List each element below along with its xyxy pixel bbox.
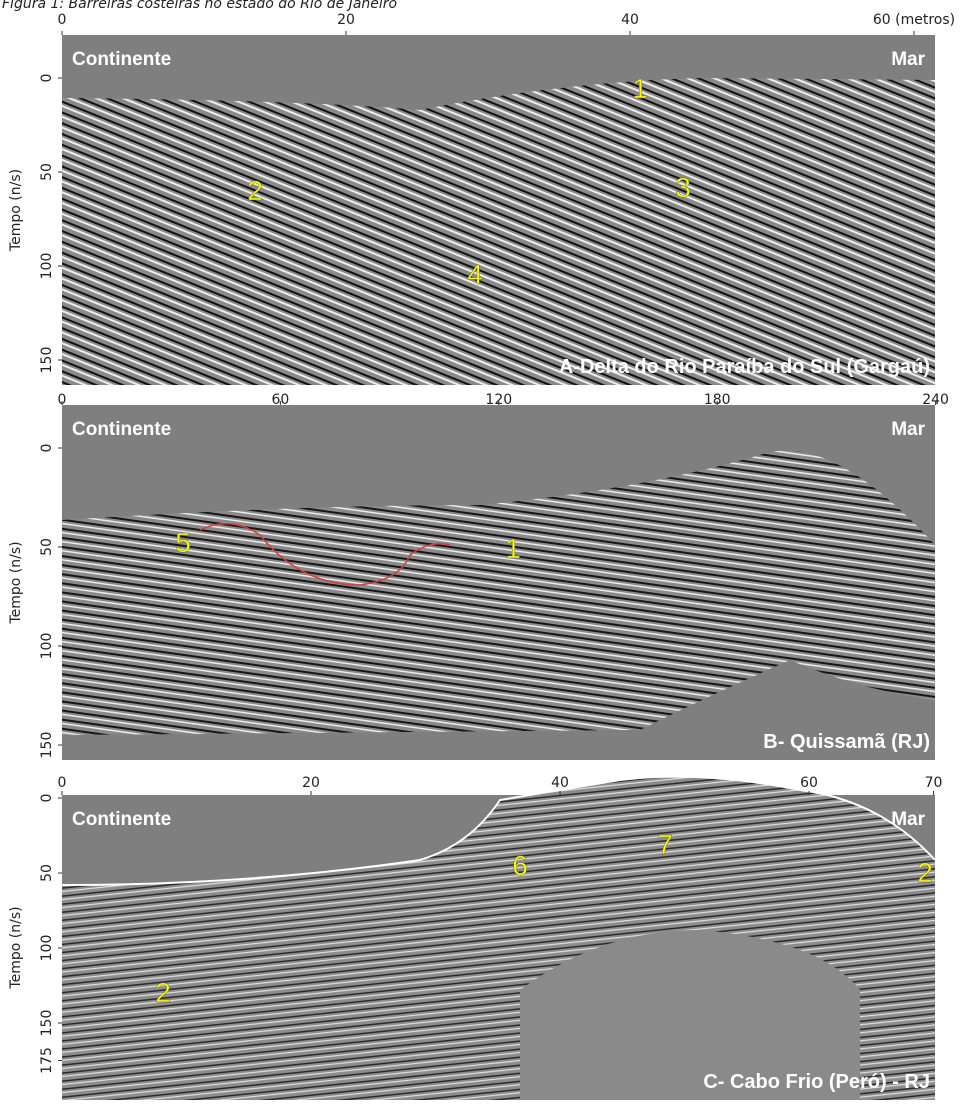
panel-title: B- Quissamã (RJ) <box>763 731 930 753</box>
y-tick-label: 0 <box>39 794 55 803</box>
marker-label: 2 <box>247 175 263 206</box>
x-tick-label: 0 <box>58 775 67 791</box>
marker-label: 3 <box>675 172 691 203</box>
marker-label: 5 <box>175 527 191 558</box>
panel-right-label: Mar <box>891 809 925 830</box>
x-tick-label: 20 <box>337 12 355 28</box>
panel-left-label: Continente <box>72 809 171 830</box>
y-axis-label: Tempo (n/s) <box>8 906 24 989</box>
y-tick-label: 50 <box>39 864 55 882</box>
marker-label: 2 <box>155 977 171 1008</box>
x-tick-label: 120 <box>485 392 512 408</box>
radargram-a <box>62 35 935 385</box>
marker-label: 1 <box>632 73 648 104</box>
x-tick-label: 60 <box>271 392 289 408</box>
y-tick-label: 150 <box>39 1010 55 1037</box>
x-tick-label: 0 <box>58 12 67 28</box>
x-tick-label: 60 (metros) <box>873 12 955 28</box>
x-tick-label: 70 <box>925 775 943 791</box>
panel-title: A-Delta do Rio Paraíba do Sul (Gargaú) <box>559 356 930 378</box>
x-tick-label: 40 <box>551 775 569 791</box>
x-tick-label: 60 <box>800 775 818 791</box>
marker-label: 2 <box>917 857 933 888</box>
marker-label: 1 <box>505 533 521 564</box>
y-tick-label: 150 <box>39 732 55 759</box>
y-tick-label: 175 <box>39 1047 55 1074</box>
panel-right-label: Mar <box>891 49 925 70</box>
marker-label: 7 <box>657 829 673 860</box>
radargram-c <box>61 775 936 1100</box>
marker-label: 4 <box>467 259 483 290</box>
panel-right-label: Mar <box>891 419 925 440</box>
y-tick-label: 100 <box>39 633 55 660</box>
marker-label: 6 <box>512 850 528 881</box>
x-tick-label: 180 <box>704 392 731 408</box>
y-tick-label: 150 <box>39 347 55 374</box>
x-tick-label: 20 <box>302 775 320 791</box>
panel-left-label: Continente <box>72 49 171 70</box>
y-tick-label: 0 <box>39 74 55 83</box>
x-tick-label: 40 <box>621 12 639 28</box>
y-tick-label: 50 <box>39 538 55 556</box>
caption: Figura 1: Barreiras costeiras no estado … <box>2 0 397 12</box>
panel-left-label: Continente <box>72 419 171 440</box>
y-axis-label: Tempo (n/s) <box>8 541 24 624</box>
y-tick-label: 100 <box>39 935 55 962</box>
panel-title: C- Cabo Frio (Peró) - RJ <box>703 1071 930 1093</box>
y-axis-label: Tempo (n/s) <box>8 169 24 252</box>
y-tick-label: 50 <box>39 163 55 181</box>
x-tick-label: 240 <box>922 392 949 408</box>
y-tick-label: 0 <box>39 444 55 453</box>
y-tick-label: 100 <box>39 253 55 280</box>
radargram-b <box>62 405 935 760</box>
x-tick-label: 0 <box>58 392 67 408</box>
